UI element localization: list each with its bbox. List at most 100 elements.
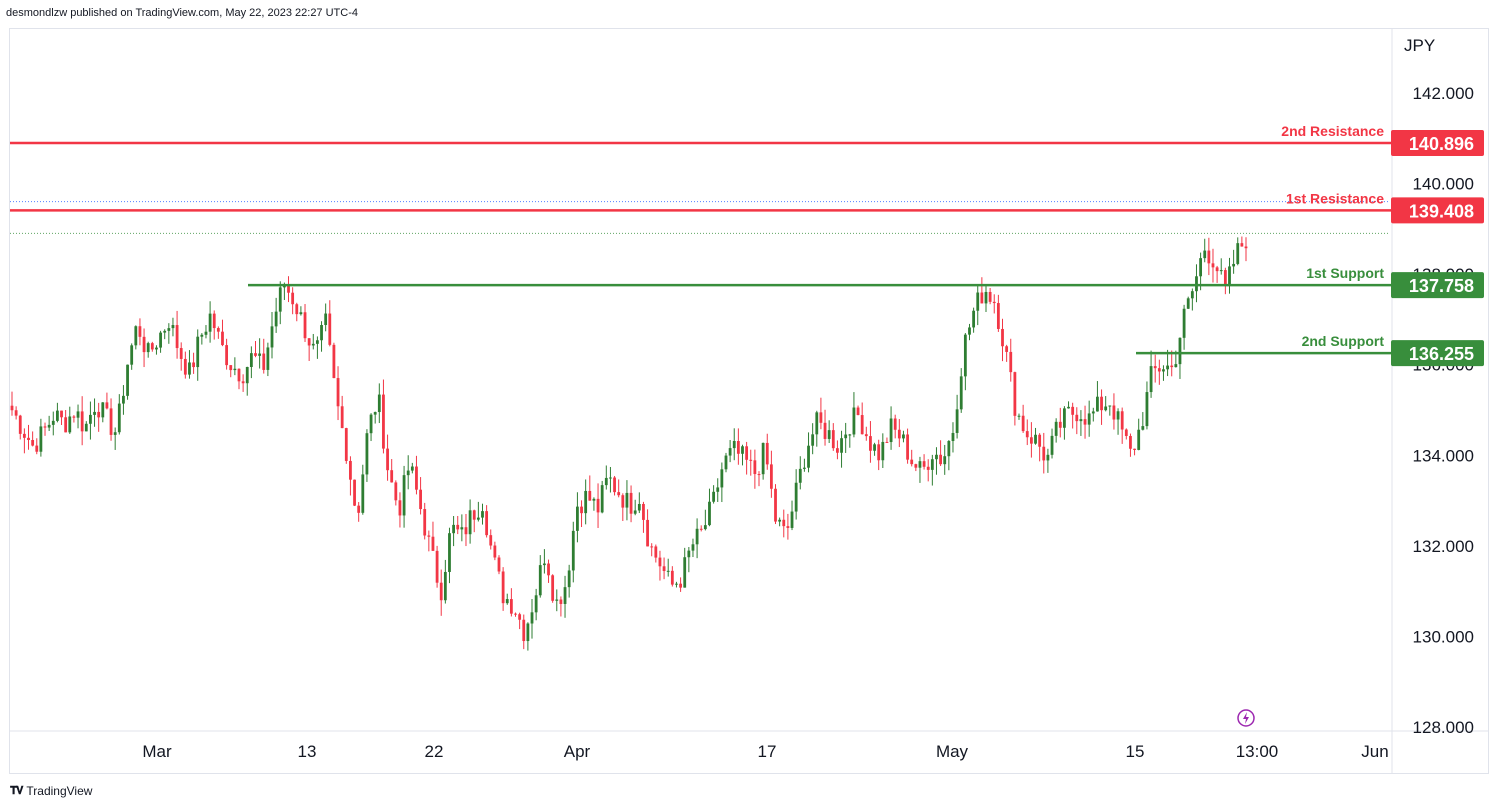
candle-body [501,571,505,604]
candle-body [588,490,592,501]
candle-body [122,395,125,404]
candle-body [415,466,418,490]
candle-body [1157,368,1161,372]
candle-body [117,403,121,433]
price-axis[interactable]: JPY128.000130.000132.000134.000136.00013… [1391,36,1484,737]
candle-body [196,336,200,368]
level-price-badge[interactable] [1391,129,1484,156]
candle-body [988,291,992,302]
candle-body [212,313,216,329]
candle-body [736,441,740,454]
candle-body [1108,405,1112,407]
candle-body [823,422,827,439]
candle-body [448,533,451,572]
candle-body [972,310,976,328]
candle-body [254,353,257,356]
candle-body [1232,263,1236,267]
candle-body [720,469,724,488]
candle-body [906,434,909,460]
candle-body [555,599,559,601]
candle-body [138,326,142,337]
candle-body [31,440,35,446]
candle-body [183,358,187,375]
candle-body [1112,405,1116,420]
time-axis[interactable]: Mar 13 22 Apr 17 May 15 13:00 Jun [142,742,1388,761]
candle-body [852,407,856,435]
candle-body [192,362,195,368]
event-bolt-icon[interactable] [1237,709,1255,727]
candle-body [76,411,80,418]
candle-body [679,583,682,588]
candle-body [1236,243,1240,264]
candle-body [1190,291,1194,299]
candle-body [336,378,340,407]
publisher-header: desmondlzw published on TradingView.com,… [6,7,358,19]
candle-body [1100,396,1103,411]
candle-body [902,434,905,439]
candle-body [105,402,109,409]
candle-body [840,438,843,453]
level-price-badge[interactable] [1391,272,1484,299]
y-tick-label: 130.000 [1413,627,1474,646]
candle-body [365,433,369,475]
candle-body [968,327,971,335]
candle-body [402,475,406,516]
candle-body [1133,448,1136,450]
candle-body [43,426,47,428]
level-name-label: 1st Resistance [1286,190,1384,206]
candle-body [64,417,68,433]
candle-body [1215,267,1219,272]
candle-body [939,454,942,465]
candle-body [262,353,266,370]
candle-body [613,477,616,493]
candle-body [782,519,786,527]
x-tick-label: 15 [1126,742,1145,761]
candle-body [1025,431,1029,438]
candle-body [423,509,427,536]
candles-layer [10,236,1248,651]
candle-body [1034,434,1037,444]
candle-body [765,442,769,465]
candle-body [233,368,237,371]
candle-body [992,301,996,304]
x-tick-label: Apr [564,742,591,761]
candle-body [889,418,893,443]
candle-body [617,492,621,496]
candle-body [287,285,290,293]
level-price-badge[interactable] [1391,197,1484,224]
candle-body [1096,396,1099,412]
level-price-badge[interactable] [1391,340,1484,367]
candle-body [1166,365,1169,370]
candle-body [1219,270,1223,272]
candle-body [803,467,806,469]
candle-body [600,485,604,513]
footer-brand[interactable]: 𝐓𝐕 TradingView [10,784,92,798]
candle-body [881,441,885,461]
candle-body [571,530,575,571]
candle-body [798,468,802,483]
candle-body [493,545,497,558]
candle-body [1186,298,1190,309]
candle-body [489,535,493,546]
candle-body [514,613,517,615]
candle-body [609,477,612,479]
x-tick-label: May [936,742,969,761]
candle-body [18,415,22,434]
footer-brand-label: TradingView [26,784,93,798]
candle-body [84,423,88,432]
candle-body [505,599,509,604]
candle-body [208,313,212,332]
candle-body [130,345,134,365]
x-tick-label: Jun [1361,742,1388,761]
y-tick-label: 142.000 [1413,84,1474,103]
candle-body [935,454,938,460]
candle-body [270,326,274,348]
candle-body [406,470,410,476]
candle-body [712,491,716,502]
candle-body [1120,411,1124,430]
candle-body [1071,406,1075,415]
candle-body [245,366,249,384]
candle-body [1211,263,1215,268]
candle-body [55,410,59,421]
